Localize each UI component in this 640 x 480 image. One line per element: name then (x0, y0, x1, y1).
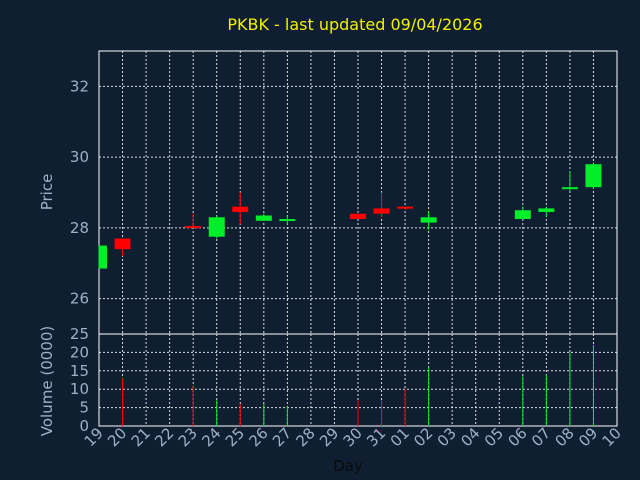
candle-body (561, 187, 578, 190)
x-tick-label: 05 (481, 424, 507, 450)
volume-tick-label: 25 (70, 325, 89, 343)
volume-tick-label: 20 (70, 343, 89, 361)
volume-tick-label: 15 (70, 362, 89, 380)
x-tick-label: 27 (269, 424, 295, 450)
x-axis: 1920212223242526272829303101020304050607… (81, 424, 625, 450)
price-tick-label: 30 (70, 148, 89, 166)
candle-body (255, 215, 272, 221)
candle-body (538, 208, 555, 212)
volume-axis-label: Volume (0000) (38, 326, 56, 436)
candle-body (185, 226, 202, 229)
x-tick-label: 22 (151, 424, 177, 450)
candle-body (99, 245, 107, 269)
x-tick-label: 08 (552, 424, 578, 450)
x-tick-label: 03 (434, 424, 460, 450)
candle-body (585, 164, 602, 188)
x-tick-label: 30 (340, 424, 366, 450)
candle-body (397, 206, 414, 209)
price-tick-label: 28 (70, 219, 89, 237)
x-tick-label: 21 (128, 424, 154, 450)
candle-body (373, 208, 390, 214)
x-tick-label: 10 (599, 424, 625, 450)
x-axis-label: Day (333, 457, 363, 475)
volume-tick-label: 5 (79, 399, 89, 417)
x-tick-label: 29 (316, 424, 342, 450)
candle-body (514, 210, 531, 220)
x-tick-label: 07 (528, 424, 554, 450)
chart-title: PKBK - last updated 09/04/2026 (227, 15, 482, 34)
x-tick-label: 26 (245, 424, 271, 450)
candle-body (279, 219, 296, 222)
x-tick-label: 28 (293, 424, 319, 450)
x-tick-label: 23 (175, 424, 201, 450)
x-tick-label: 31 (363, 424, 389, 450)
candle-body (114, 238, 131, 250)
candle-body (232, 206, 249, 212)
candle-body (208, 217, 225, 237)
x-tick-label: 25 (222, 424, 248, 450)
x-tick-label: 01 (387, 424, 413, 450)
candle-body (350, 213, 366, 220)
x-tick-label: 24 (198, 424, 224, 450)
x-tick-label: 09 (575, 424, 601, 450)
volume-tick-label: 0 (79, 417, 89, 435)
x-tick-label: 04 (457, 424, 483, 450)
x-tick-label: 06 (504, 424, 530, 450)
price-tick-label: 32 (70, 77, 89, 95)
price-tick-label: 26 (70, 290, 89, 308)
x-tick-label: 02 (410, 424, 436, 450)
price-panel: 26 28 30 32 (70, 50, 618, 335)
x-tick-label: 20 (104, 424, 130, 450)
price-axis-label: Price (38, 174, 56, 211)
volume-tick-label: 10 (70, 380, 89, 398)
candle-body (420, 217, 437, 223)
